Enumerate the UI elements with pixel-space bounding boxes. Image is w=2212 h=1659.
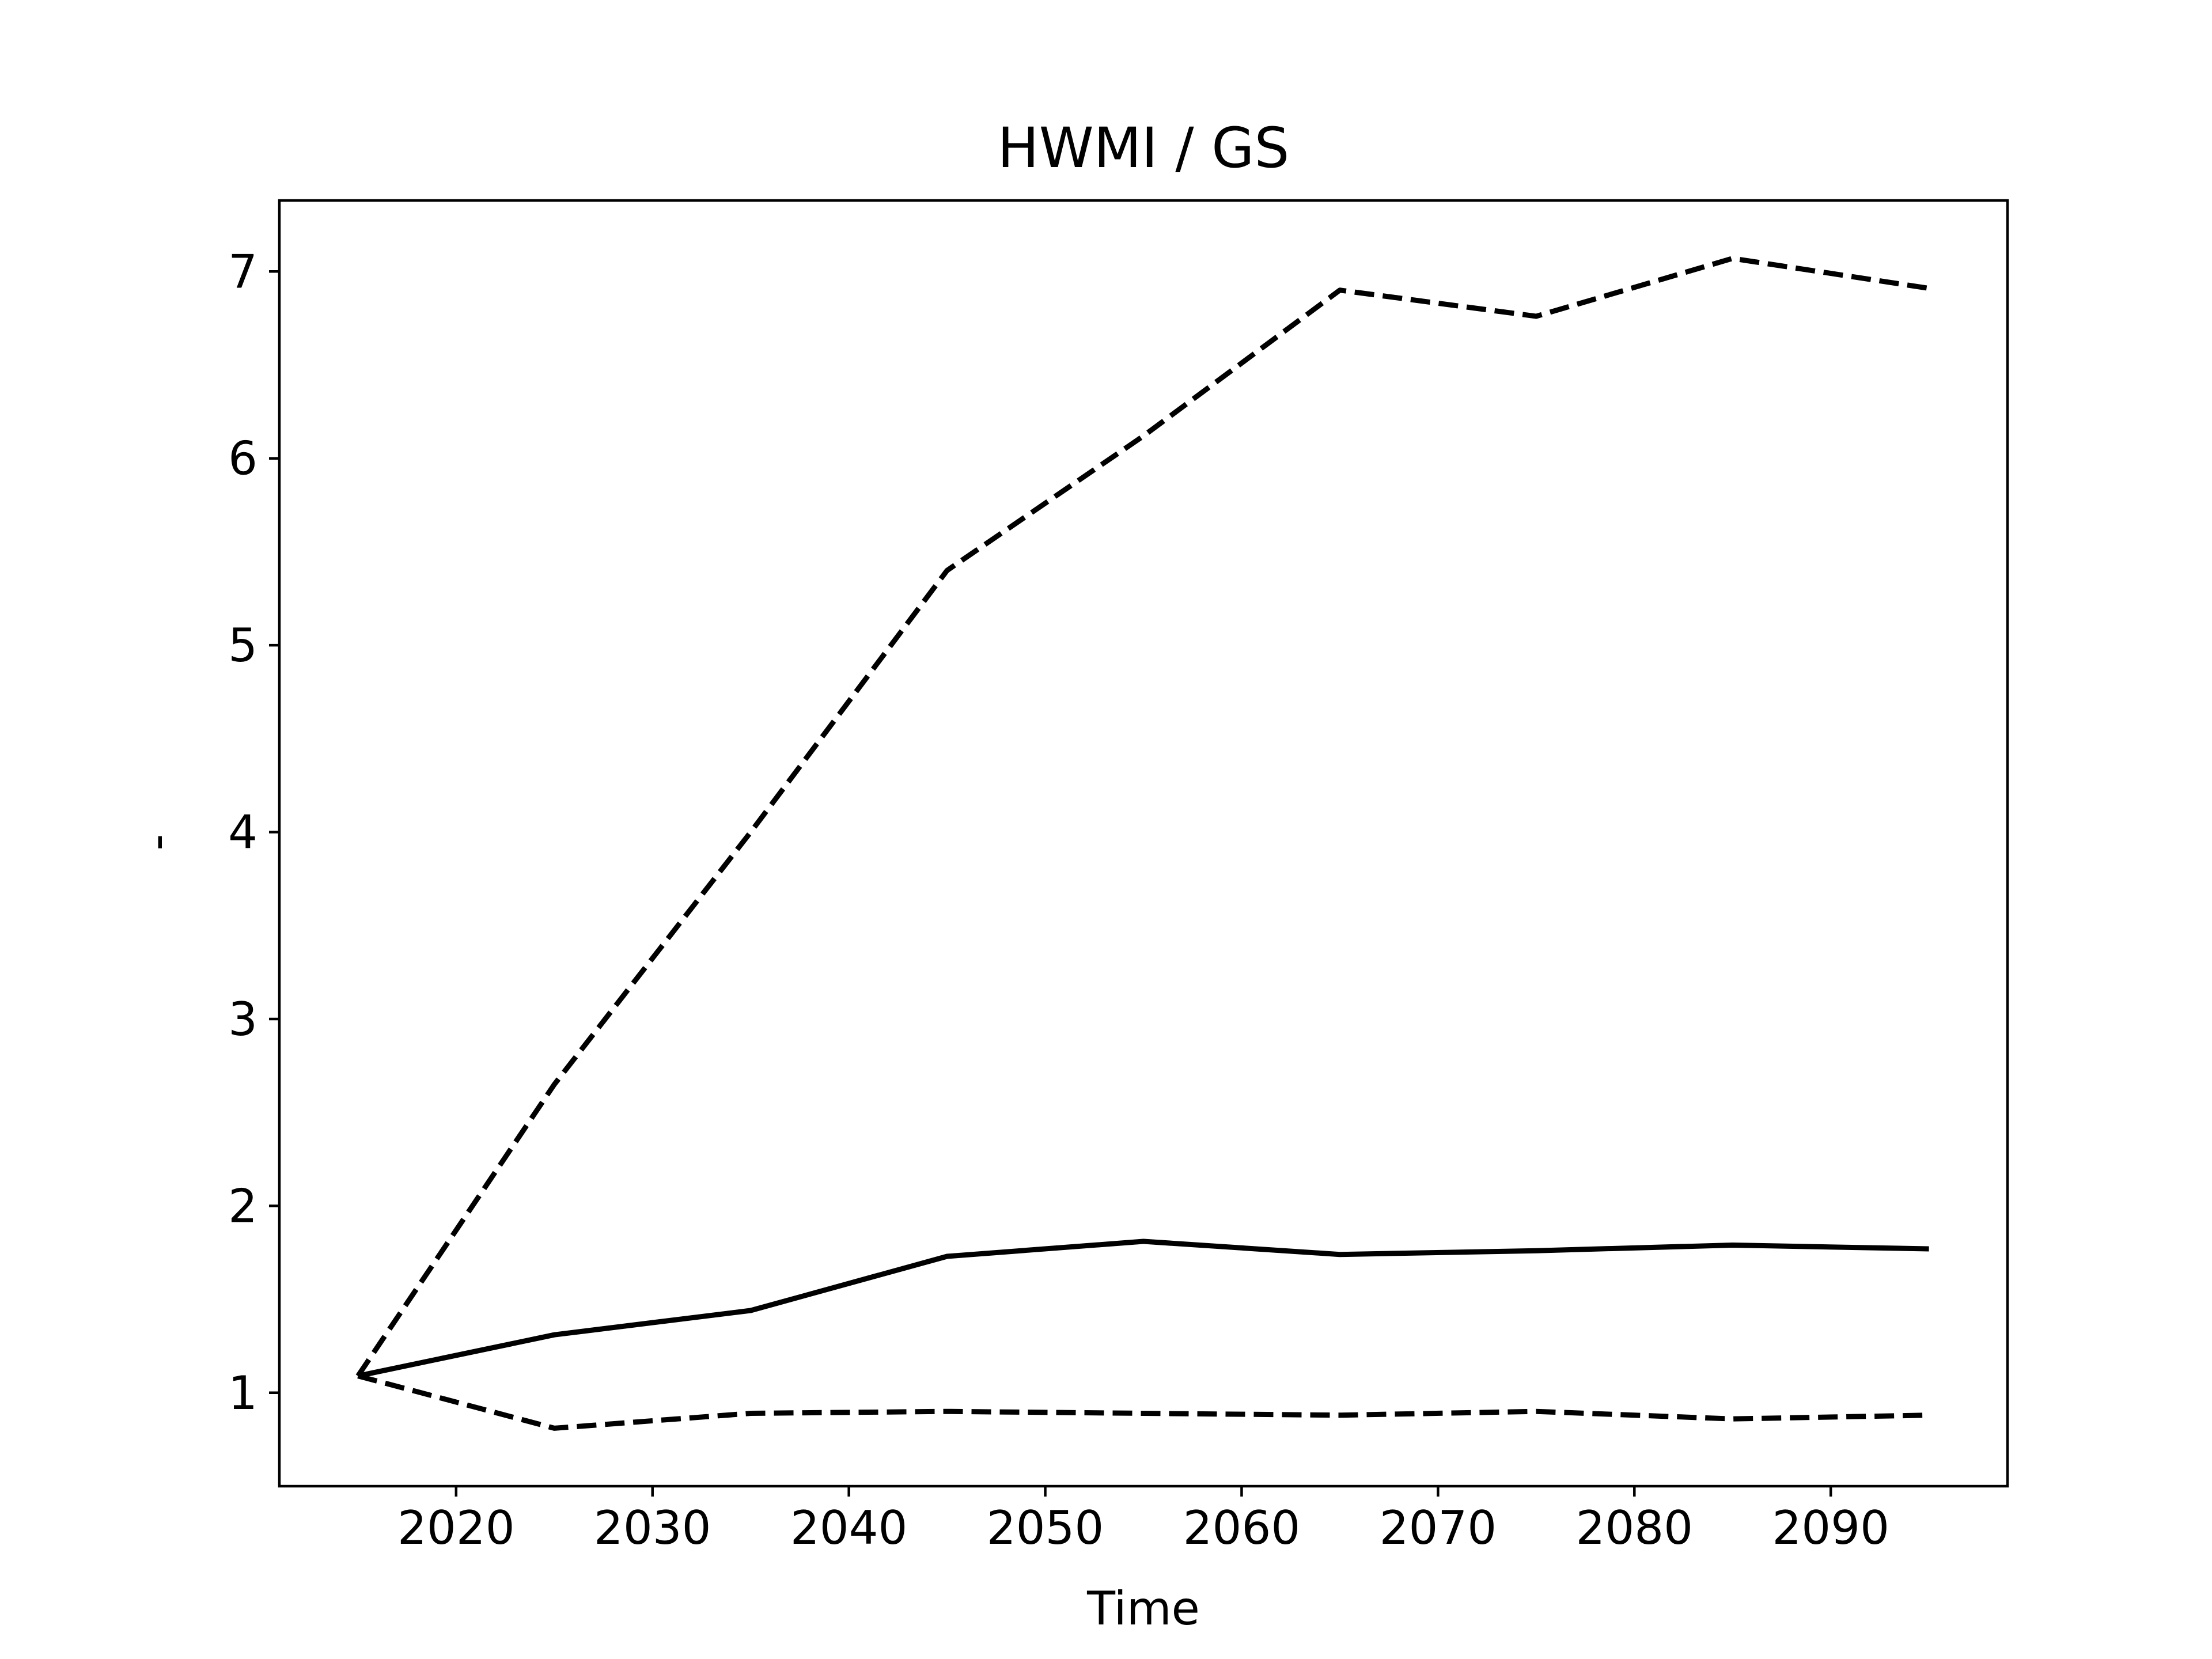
y-axis-ticks: 1 2 3 4 5 6 7: [228, 245, 279, 1420]
x-tick-label: 2050: [987, 1501, 1104, 1555]
y-tick-label: 4: [228, 806, 257, 859]
x-tick-label: 2070: [1380, 1501, 1497, 1555]
x-tick-label: 2020: [397, 1501, 515, 1555]
x-tick-label: 2040: [790, 1501, 908, 1555]
y-tick-label: 1: [228, 1366, 257, 1420]
x-tick-label: 2060: [1183, 1501, 1301, 1555]
y-tick-label: 2: [228, 1179, 257, 1233]
plot-frame: [278, 199, 2009, 1488]
x-tick-label: 2080: [1575, 1501, 1693, 1555]
series-group: [355, 256, 1930, 1431]
x-tick-label: 2030: [594, 1501, 711, 1555]
y-tick-label: 6: [228, 432, 257, 486]
y-axis-label: -: [130, 834, 184, 851]
y-tick-label: 5: [228, 619, 257, 672]
x-axis-label: Time: [1086, 1582, 1200, 1635]
series-dashed-line-1: [355, 256, 1930, 1378]
y-tick-label: 3: [228, 993, 257, 1046]
y-tick-label: 7: [228, 245, 257, 298]
x-axis-ticks: 2020 2030 2040 2050 2060 2070 2080 2090: [397, 1486, 1889, 1555]
chart-title: HWMI / GS: [998, 116, 1290, 180]
x-tick-label: 2090: [1772, 1501, 1889, 1555]
